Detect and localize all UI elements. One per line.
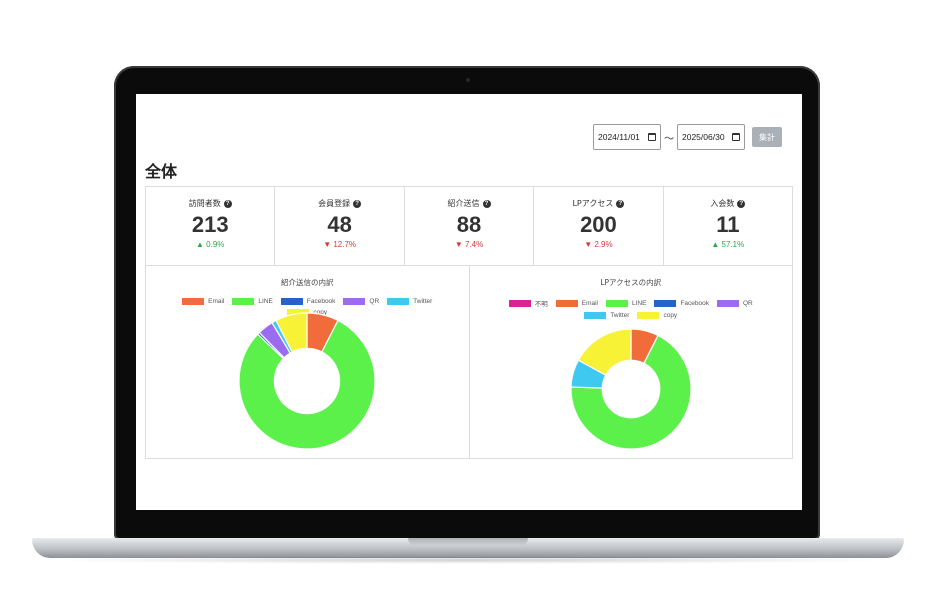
help-icon[interactable]: ?	[223, 199, 232, 208]
legend-item[interactable]: 不明	[508, 298, 548, 308]
legend-swatch	[654, 299, 677, 307]
legend-item[interactable]: Facebook	[280, 298, 336, 305]
laptop-screen: 2024/11/01 〜 2025/06/30 集計 全体 訪問者数 ? 213…	[136, 94, 802, 510]
legend-item[interactable]: Facebook	[654, 298, 709, 308]
legend-item[interactable]: Email	[555, 298, 598, 308]
legend-item[interactable]: QR	[717, 298, 753, 308]
stat-change: ▲ 0.9%	[196, 240, 225, 249]
legend-swatch	[606, 299, 628, 307]
legend-label: Facebook	[680, 299, 709, 307]
stat-change: ▼ 7.4%	[454, 240, 484, 249]
legend-swatch	[280, 298, 303, 305]
chart-legend: Email LINE Facebook QR Twitter copy	[146, 298, 469, 316]
legend-swatch	[637, 312, 660, 319]
stat-label-row: 会員登録 ?	[275, 198, 403, 209]
page-title: 全体	[145, 162, 178, 181]
lp-access-breakdown-panel: LPアクセスの内訳 不明 Email LINE Facebook QR Twitter co…	[470, 265, 793, 458]
legend-label: LINE	[632, 299, 647, 307]
stat-label: 訪問者数	[188, 199, 221, 208]
legend-swatch	[717, 299, 739, 307]
stat-label: 入会数	[710, 199, 735, 208]
end-date-value: 2025/06/30	[682, 132, 725, 142]
start-date-value: 2024/11/01	[598, 132, 640, 142]
legend-label: QR	[743, 299, 753, 307]
legend-item[interactable]: Twitter	[584, 312, 629, 319]
stat-label: 会員登録	[318, 199, 351, 208]
stat-label-row: 入会数 ?	[664, 198, 792, 209]
start-date-input[interactable]: 2024/11/01	[593, 124, 661, 150]
legend-swatch	[508, 299, 531, 307]
legend-swatch	[287, 309, 310, 316]
help-icon[interactable]: ?	[353, 199, 362, 208]
laptop-shadow	[40, 556, 896, 564]
camera-dot	[466, 78, 470, 82]
legend-swatch	[584, 312, 607, 319]
stat-label: 紹介送信	[447, 199, 480, 208]
aggregate-button[interactable]: 集計	[752, 127, 782, 147]
legend-swatch	[555, 299, 578, 307]
legend-item[interactable]: QR	[343, 298, 379, 305]
chart-legend: 不明 Email LINE Facebook QR Twitter copy	[470, 298, 793, 319]
calendar-icon[interactable]	[648, 133, 656, 141]
legend-item[interactable]: LINE	[606, 298, 646, 308]
referral-donut-chart	[238, 312, 376, 450]
calendar-icon[interactable]	[732, 133, 740, 141]
stat-value: 213	[191, 212, 229, 237]
stat-label: LPアクセス	[572, 199, 614, 208]
charts-row: 紹介送信の内訳 Email LINE Facebook QR Twitter copy L…	[145, 265, 793, 459]
donut-slice-copy[interactable]	[577, 328, 632, 376]
chart-title: LPアクセスの内訳	[600, 278, 662, 287]
legend-swatch	[343, 298, 366, 305]
help-icon[interactable]: ?	[737, 199, 746, 208]
legend-label: Email	[208, 298, 225, 305]
stat-visitors: 訪問者数 ? 213 ▲ 0.9%	[146, 187, 276, 265]
legend-swatch	[387, 298, 410, 305]
legend-swatch	[232, 298, 255, 305]
stat-value: 88	[456, 212, 482, 237]
stat-label-row: 訪問者数 ?	[146, 198, 274, 209]
donut-slice-copy[interactable]	[275, 312, 308, 353]
stat-value: 200	[580, 212, 617, 237]
legend-label: copy	[663, 312, 678, 319]
stat-lp-access: LPアクセス ? 200 ▼ 2.9%	[534, 187, 664, 265]
legend-label: Email	[581, 299, 598, 307]
date-filter: 2024/11/01 〜 2025/06/30 集計	[593, 124, 782, 150]
laptop-base	[32, 538, 904, 558]
donut-slice-line[interactable]	[238, 319, 376, 450]
legend-label: QR	[369, 298, 380, 305]
legend-label: copy	[313, 309, 328, 316]
legend-label: 不明	[534, 301, 548, 308]
legend-item[interactable]: copy	[287, 309, 327, 316]
legend-label: Twitter	[413, 298, 433, 305]
help-icon[interactable]: ?	[482, 199, 491, 208]
stat-value: 11	[716, 212, 740, 237]
legend-item[interactable]: Email	[182, 298, 224, 305]
legend-swatch	[182, 298, 205, 305]
end-date-input[interactable]: 2025/06/30	[677, 124, 745, 150]
lp-access-donut-chart	[569, 328, 692, 450]
stat-change: ▼ 2.9%	[584, 240, 613, 249]
stat-referrals-sent: 紹介送信 ? 88 ▼ 7.4%	[405, 187, 535, 265]
stat-label-row: LPアクセス ?	[534, 198, 662, 209]
stat-enrollments: 入会数 ? 11 ▲ 57.1%	[664, 187, 792, 265]
stat-change: ▲ 57.1%	[711, 240, 745, 249]
legend-item[interactable]: LINE	[232, 298, 273, 305]
stat-registrations: 会員登録 ? 48 ▼ 12.7%	[275, 187, 405, 265]
donut-slice-line[interactable]	[569, 334, 692, 450]
legend-label: LINE	[258, 298, 273, 305]
chart-title: 紹介送信の内訳	[281, 278, 334, 287]
legend-label: Facebook	[306, 298, 336, 305]
legend-label: Twitter	[610, 312, 630, 319]
legend-item[interactable]: copy	[637, 312, 677, 319]
stat-change: ▼ 12.7%	[323, 240, 357, 249]
stats-row: 訪問者数 ? 213 ▲ 0.9% 会員登録 ? 48 ▼ 12.7% 紹介送信…	[145, 186, 793, 266]
help-icon[interactable]: ?	[616, 199, 625, 208]
date-separator: 〜	[664, 133, 674, 145]
laptop-notch	[408, 538, 528, 546]
legend-item[interactable]: Twitter	[387, 298, 432, 305]
referral-breakdown-panel: 紹介送信の内訳 Email LINE Facebook QR Twitter copy	[146, 265, 470, 458]
stat-value: 48	[327, 212, 352, 237]
stat-label-row: 紹介送信 ?	[405, 198, 533, 209]
